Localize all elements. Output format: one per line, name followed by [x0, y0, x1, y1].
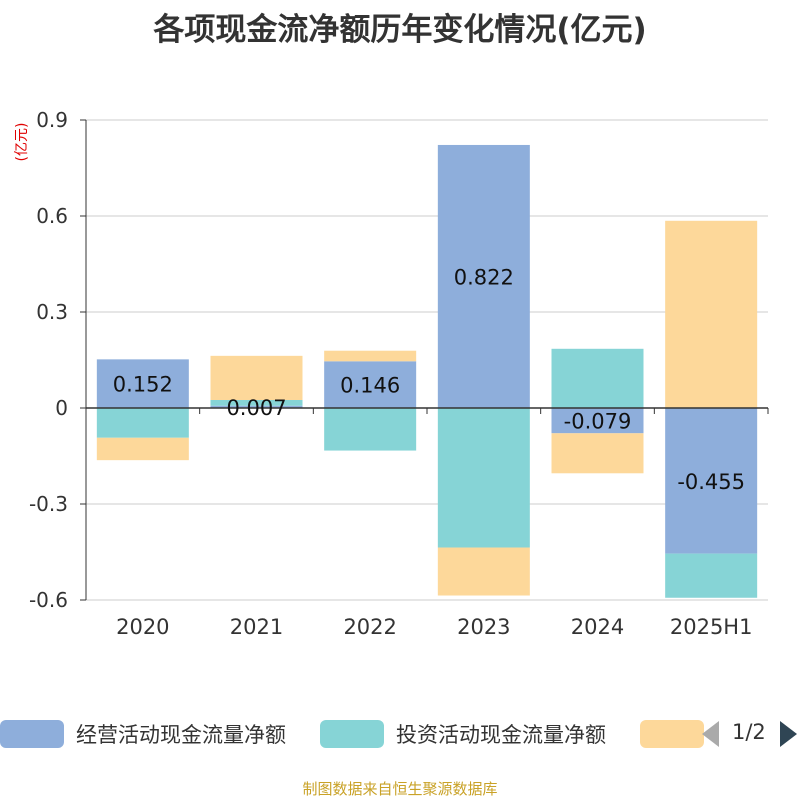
bar-2023-series-1	[437, 408, 530, 548]
x-tick-label: 2025H1	[670, 615, 753, 639]
bar-2024-series-0	[551, 408, 644, 434]
bar-2021-series-1	[210, 400, 303, 406]
bar-2021-series-0	[210, 405, 303, 408]
y-tick-label: -0.3	[29, 492, 68, 516]
bar-2020-series-1	[96, 408, 189, 438]
data-label-2025H1: -0.455	[677, 470, 745, 494]
data-label-2021: 0.007	[226, 396, 286, 420]
pager-prev-icon[interactable]	[702, 721, 719, 747]
legend-swatch-financing	[640, 720, 704, 748]
legend-item-operating[interactable]: 经营活动现金流量净额	[0, 716, 286, 752]
x-tick-label: 2024	[571, 615, 624, 639]
bar-2022-series-2	[324, 350, 417, 362]
x-tick-label: 2023	[457, 615, 510, 639]
bar-2023-series-2	[437, 547, 530, 596]
y-tick-label: 0.3	[36, 300, 68, 324]
y-tick-label: 0.6	[36, 204, 68, 228]
legend: 经营活动现金流量净额 投资活动现金流量净额	[0, 716, 800, 752]
data-label-2024: -0.079	[564, 410, 632, 434]
data-label-2023: 0.822	[454, 265, 514, 289]
bar-2024-series-1	[551, 348, 644, 408]
bar-2025H1-series-0	[665, 408, 758, 554]
data-source-note: 制图数据来自恒生聚源数据库	[302, 780, 498, 798]
legend-item-investing[interactable]: 投资活动现金流量净额	[320, 716, 606, 752]
bar-2022-series-1	[324, 408, 417, 451]
bar-2023-series-0	[437, 144, 530, 408]
bar-2022-series-0	[324, 361, 417, 408]
pager-next-icon[interactable]	[780, 721, 797, 747]
y-tick-label: 0	[55, 396, 68, 420]
bar-2020-series-2	[96, 437, 189, 461]
legend-item-financing[interactable]	[640, 716, 704, 752]
bar-2025H1-series-2	[665, 220, 758, 408]
pager-page-indicator: 1/2	[732, 720, 766, 744]
bar-2024-series-2	[551, 433, 644, 474]
legend-swatch-operating	[0, 720, 64, 748]
stacked-bar-chart: -0.6 -0.3 0 0.3 0.6 0.9 0.152 0.007 0.146 0.822 -0…	[29, 108, 769, 639]
bar-2020-series-0	[96, 359, 189, 408]
legend-pager: 1/2	[700, 716, 800, 752]
data-label-2020: 0.152	[113, 373, 173, 397]
legend-label-operating: 经营活动现金流量净额	[76, 723, 286, 747]
data-label-2022: 0.146	[340, 374, 400, 398]
x-tick-label: 2020	[116, 615, 169, 639]
legend-swatch-investing	[320, 720, 384, 748]
y-tick-label: 0.9	[36, 108, 68, 132]
chart-title: 各项现金流净额历年变化情况(亿元)	[153, 12, 647, 48]
bar-2021-series-2	[210, 355, 303, 400]
legend-label-investing: 投资活动现金流量净额	[396, 723, 606, 747]
x-tick-label: 2021	[230, 615, 283, 639]
bar-2025H1-series-1	[665, 553, 758, 598]
x-tick-label: 2022	[343, 615, 396, 639]
y-tick-label: -0.6	[29, 588, 68, 612]
